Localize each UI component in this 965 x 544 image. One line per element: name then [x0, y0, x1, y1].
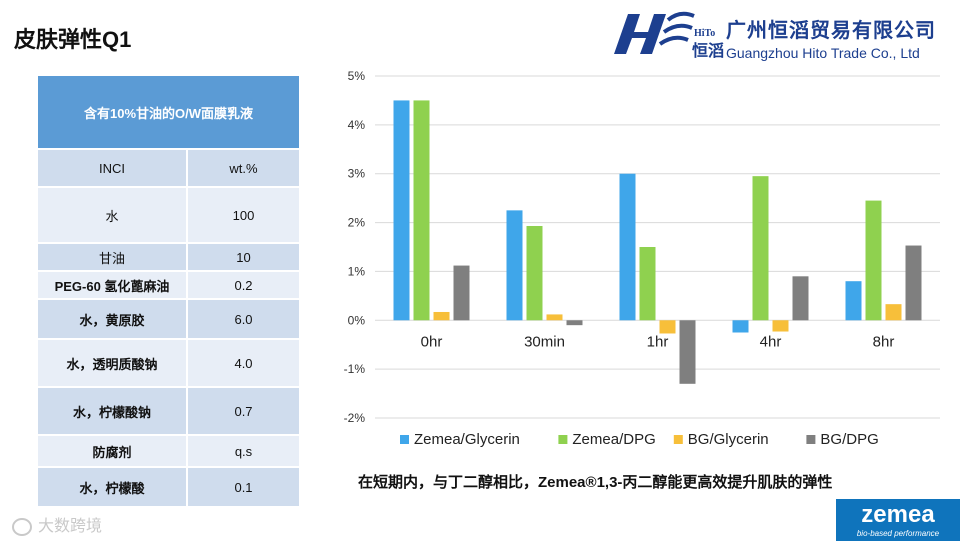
table-row: 水，柠檬酸 0.1 [36, 466, 302, 508]
bar [679, 320, 696, 384]
ingredient-value: 0.1 [185, 466, 302, 508]
x-tick-label: 0hr [421, 333, 443, 350]
zemea-brand-logo: zemea bio-based performance [836, 499, 960, 541]
bar [792, 276, 809, 321]
bar [885, 304, 902, 321]
watermark-logo-icon [12, 517, 32, 536]
bar [526, 225, 543, 321]
legend-label: Zemea/Glycerin [414, 431, 520, 448]
table-row: 防腐剂 q.s [36, 434, 302, 468]
company-name-cn: 广州恒滔贸易有限公司 [726, 20, 936, 42]
legend-swatch [673, 435, 683, 444]
legend-swatch [558, 435, 568, 444]
bar [433, 311, 450, 321]
bar [639, 247, 656, 321]
bar [659, 320, 676, 334]
legend-swatch [400, 435, 409, 444]
company-logo: HiTo 恒滔 广州恒滔贸易有限公司 Guangzhou Hito Trade … [608, 6, 948, 62]
x-tick-label: 1hr [647, 333, 669, 350]
slide-title: 皮肤弹性Q1 [14, 27, 132, 52]
brand-tagline: bio-based performance [856, 529, 940, 538]
table-row: 水 100 [36, 186, 302, 244]
bar [865, 200, 882, 321]
column-header-inci: INCI [36, 148, 188, 188]
x-tick-label: 4hr [760, 333, 782, 350]
y-tick-label: 3% [348, 167, 366, 181]
x-tick-label: 30min [524, 333, 565, 350]
watermark: 大数跨境 [12, 512, 102, 536]
legend-swatch [806, 435, 816, 444]
table-row: 水，透明质酸钠 4.0 [36, 338, 302, 388]
table-row: 水，黄原胶 6.0 [36, 298, 302, 340]
ingredient-value: 0.2 [185, 270, 302, 300]
company-name-en: Guangzhou Hito Trade Co., Ltd [726, 45, 920, 61]
ingredient-value: q.s [185, 434, 302, 468]
bar [619, 173, 636, 321]
bar [752, 176, 769, 321]
y-tick-label: 2% [348, 216, 366, 230]
y-tick-label: 1% [348, 264, 366, 278]
brand-name: zemea [861, 501, 935, 528]
legend-label: BG/DPG [820, 431, 878, 448]
ingredient-value: 4.0 [185, 338, 302, 388]
formula-table: 含有10%甘油的O/W面膜乳液 INCI wt.% 水 100 甘油 10 PE… [35, 74, 302, 508]
ingredient-name: 水，透明质酸钠 [36, 338, 188, 388]
hito-logo-mark-icon: HiTo 恒滔 [614, 11, 724, 60]
ingredient-name: 水，黄原胶 [36, 298, 188, 340]
ingredient-name: 水 [36, 186, 188, 244]
ingredient-name: 水，柠檬酸钠 [36, 386, 188, 436]
bar [566, 320, 583, 326]
legend-label: Zemea/DPG [572, 431, 655, 448]
table-row: 水，柠檬酸钠 0.7 [36, 386, 302, 436]
table-row: PEG-60 氢化蓖麻油 0.2 [36, 270, 302, 300]
bar [506, 210, 523, 321]
ingredient-value: 10 [185, 242, 302, 272]
column-header-wt: wt.% [185, 148, 302, 188]
ingredient-value: 0.7 [185, 386, 302, 436]
table-header-row: INCI wt.% [36, 148, 302, 188]
bar [845, 281, 862, 321]
y-tick-label: -2% [344, 411, 366, 425]
y-tick-label: 4% [348, 118, 366, 132]
bar [453, 265, 470, 321]
bar [393, 100, 410, 321]
ingredient-value: 6.0 [185, 298, 302, 340]
y-tick-label: -1% [344, 362, 366, 376]
ingredient-name: 水，柠檬酸 [36, 466, 188, 508]
bar [546, 314, 563, 321]
y-tick-label: 0% [348, 313, 366, 327]
ingredient-value: 100 [185, 186, 302, 244]
watermark-text: 大数跨境 [38, 518, 103, 535]
table-title: 含有10%甘油的O/W面膜乳液 [35, 74, 302, 150]
chart-caption: 在短期内，与丁二醇相比，Zemea®1,3-丙二醇能更高效提升肌肤的弹性 [358, 474, 833, 491]
y-tick-label: 5% [348, 69, 366, 83]
ingredient-name: PEG-60 氢化蓖麻油 [36, 270, 188, 300]
bar [772, 320, 789, 332]
table-row: 甘油 10 [36, 242, 302, 272]
legend-label: BG/Glycerin [688, 431, 769, 448]
bar [732, 320, 749, 333]
bar [413, 100, 430, 321]
ingredient-name: 防腐剂 [36, 434, 188, 468]
logo-mark-text: HiTo [694, 28, 715, 39]
logo-mark-cn: 恒滔 [692, 41, 724, 60]
elasticity-bar-chart: -2% -1% 0% 1% 2% 3% 4% 5% 0hr 30min 1hr 4hr 8hr Zemea… [344, 69, 940, 448]
bar [905, 245, 922, 321]
x-tick-label: 8hr [873, 333, 895, 350]
ingredient-name: 甘油 [36, 242, 188, 272]
